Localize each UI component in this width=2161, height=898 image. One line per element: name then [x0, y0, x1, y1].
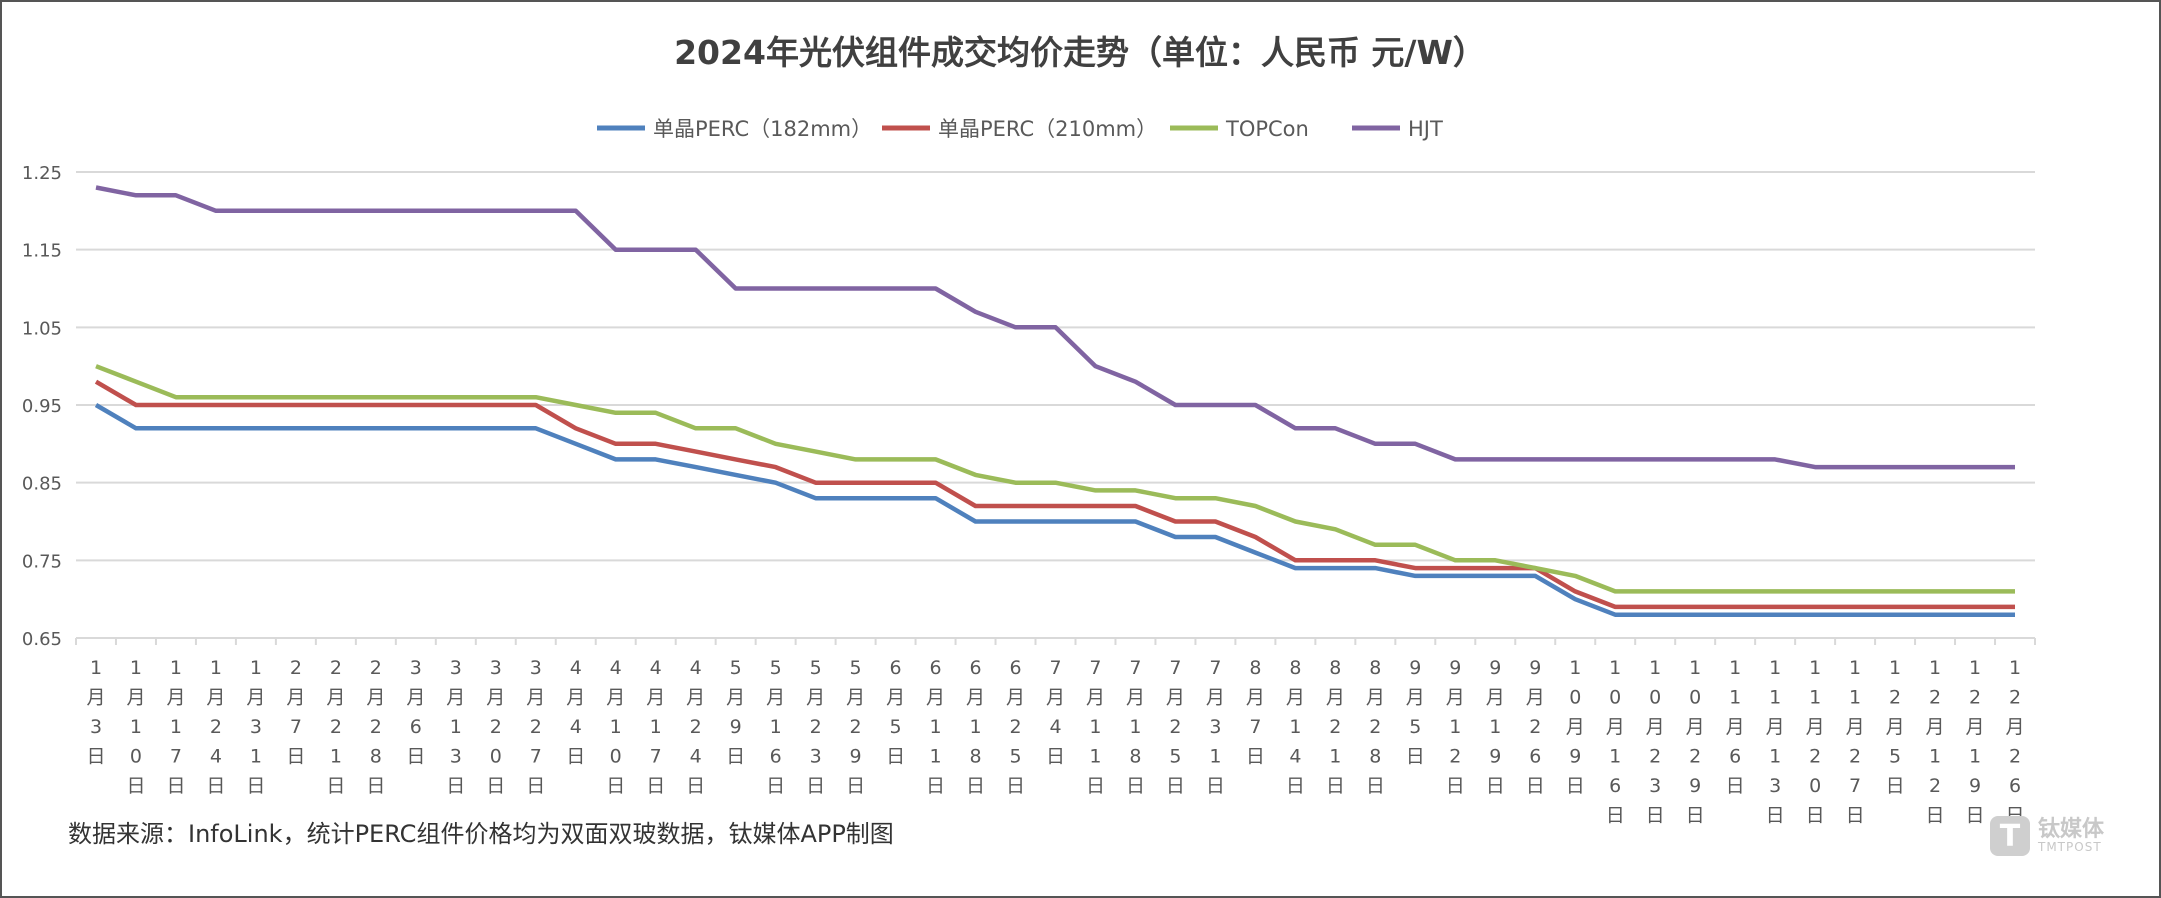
- tmtpost-logo: T 钛媒体 TMTPOST: [1990, 816, 2104, 856]
- y-tick-label: 1.15: [22, 241, 62, 262]
- tmtpost-logo-icon: T: [1990, 816, 2030, 856]
- chart-title: 2024年光伏组件成交均价走势（单位：人民币 元/W）: [674, 33, 1486, 72]
- y-tick-label: 1.25: [22, 163, 62, 184]
- legend-label: TOPCon: [1225, 117, 1309, 141]
- series-line-1: [94, 379, 2015, 610]
- y-tick-label: 0.95: [22, 396, 62, 417]
- logo-en: TMTPOST: [2038, 840, 2102, 854]
- y-tick-label: 0.85: [22, 474, 62, 495]
- y-tick-label: 0.65: [22, 629, 62, 650]
- logo-cn: 钛媒体: [2038, 817, 2105, 842]
- series-line-2: [95, 364, 2015, 594]
- data-source-note: 数据来源：InfoLink，统计PERC组件价格均为双面双玻数据，钛媒体APP制…: [68, 820, 894, 848]
- x-tick-label: 12月26日: [2006, 657, 2025, 827]
- y-tick-label: 0.75: [22, 551, 62, 572]
- series-line-0: [94, 403, 2015, 617]
- legend-label: 单晶PERC（182mm）: [653, 117, 872, 141]
- y-tick-label: 1.05: [22, 318, 62, 339]
- legend-label: HJT: [1408, 117, 1443, 141]
- legend-label: 单晶PERC（210mm）: [938, 117, 1157, 141]
